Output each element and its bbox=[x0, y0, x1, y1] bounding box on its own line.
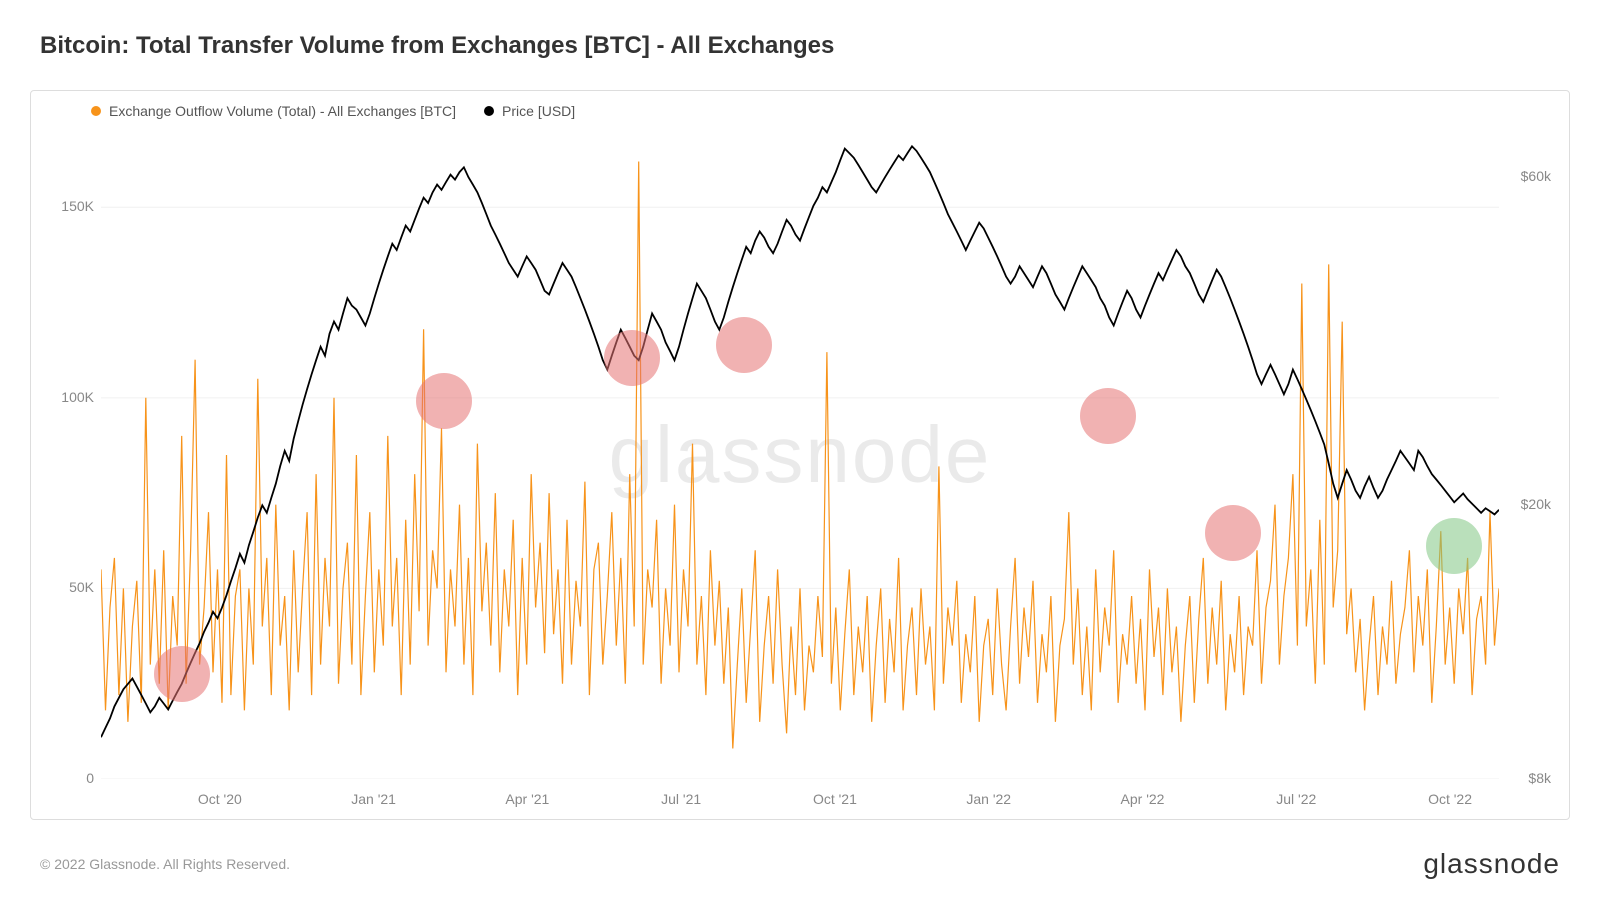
legend-dot-price bbox=[484, 106, 494, 116]
y-left-tick: 100K bbox=[49, 389, 94, 405]
x-tick: Oct '21 bbox=[805, 791, 865, 807]
highlight-circle-red bbox=[1205, 505, 1261, 561]
highlight-circle-red bbox=[154, 646, 210, 702]
legend-item-volume: Exchange Outflow Volume (Total) - All Ex… bbox=[91, 103, 456, 119]
y-right-tick: $20k bbox=[1521, 496, 1551, 512]
highlight-circle-red bbox=[604, 330, 660, 386]
y-left-tick: 0 bbox=[49, 770, 94, 786]
x-tick: Jan '22 bbox=[959, 791, 1019, 807]
x-tick: Jan '21 bbox=[344, 791, 404, 807]
y-right-tick: $8k bbox=[1528, 770, 1551, 786]
x-tick: Oct '22 bbox=[1420, 791, 1480, 807]
x-tick: Jul '21 bbox=[651, 791, 711, 807]
highlight-circle-red bbox=[716, 317, 772, 373]
copyright: © 2022 Glassnode. All Rights Reserved. bbox=[40, 856, 290, 872]
plot-area: glassnode bbox=[101, 131, 1499, 779]
y-left-tick: 50K bbox=[49, 579, 94, 595]
highlight-circle-red bbox=[1080, 388, 1136, 444]
legend-label-volume: Exchange Outflow Volume (Total) - All Ex… bbox=[109, 103, 456, 119]
x-tick: Apr '21 bbox=[497, 791, 557, 807]
brand-logo: glassnode bbox=[1423, 848, 1560, 880]
chart-title: Bitcoin: Total Transfer Volume from Exch… bbox=[40, 32, 834, 60]
chart-container: Exchange Outflow Volume (Total) - All Ex… bbox=[30, 90, 1570, 820]
x-tick: Apr '22 bbox=[1113, 791, 1173, 807]
legend-label-price: Price [USD] bbox=[502, 103, 575, 119]
y-left-tick: 150K bbox=[49, 198, 94, 214]
x-tick: Jul '22 bbox=[1266, 791, 1326, 807]
y-right-tick: $60k bbox=[1521, 168, 1551, 184]
chart-svg bbox=[101, 131, 1499, 779]
x-tick: Oct '20 bbox=[190, 791, 250, 807]
legend-item-price: Price [USD] bbox=[484, 103, 575, 119]
legend-dot-volume bbox=[91, 106, 101, 116]
highlight-circle-green bbox=[1426, 518, 1482, 574]
legend: Exchange Outflow Volume (Total) - All Ex… bbox=[91, 103, 575, 119]
highlight-circle-red bbox=[416, 373, 472, 429]
